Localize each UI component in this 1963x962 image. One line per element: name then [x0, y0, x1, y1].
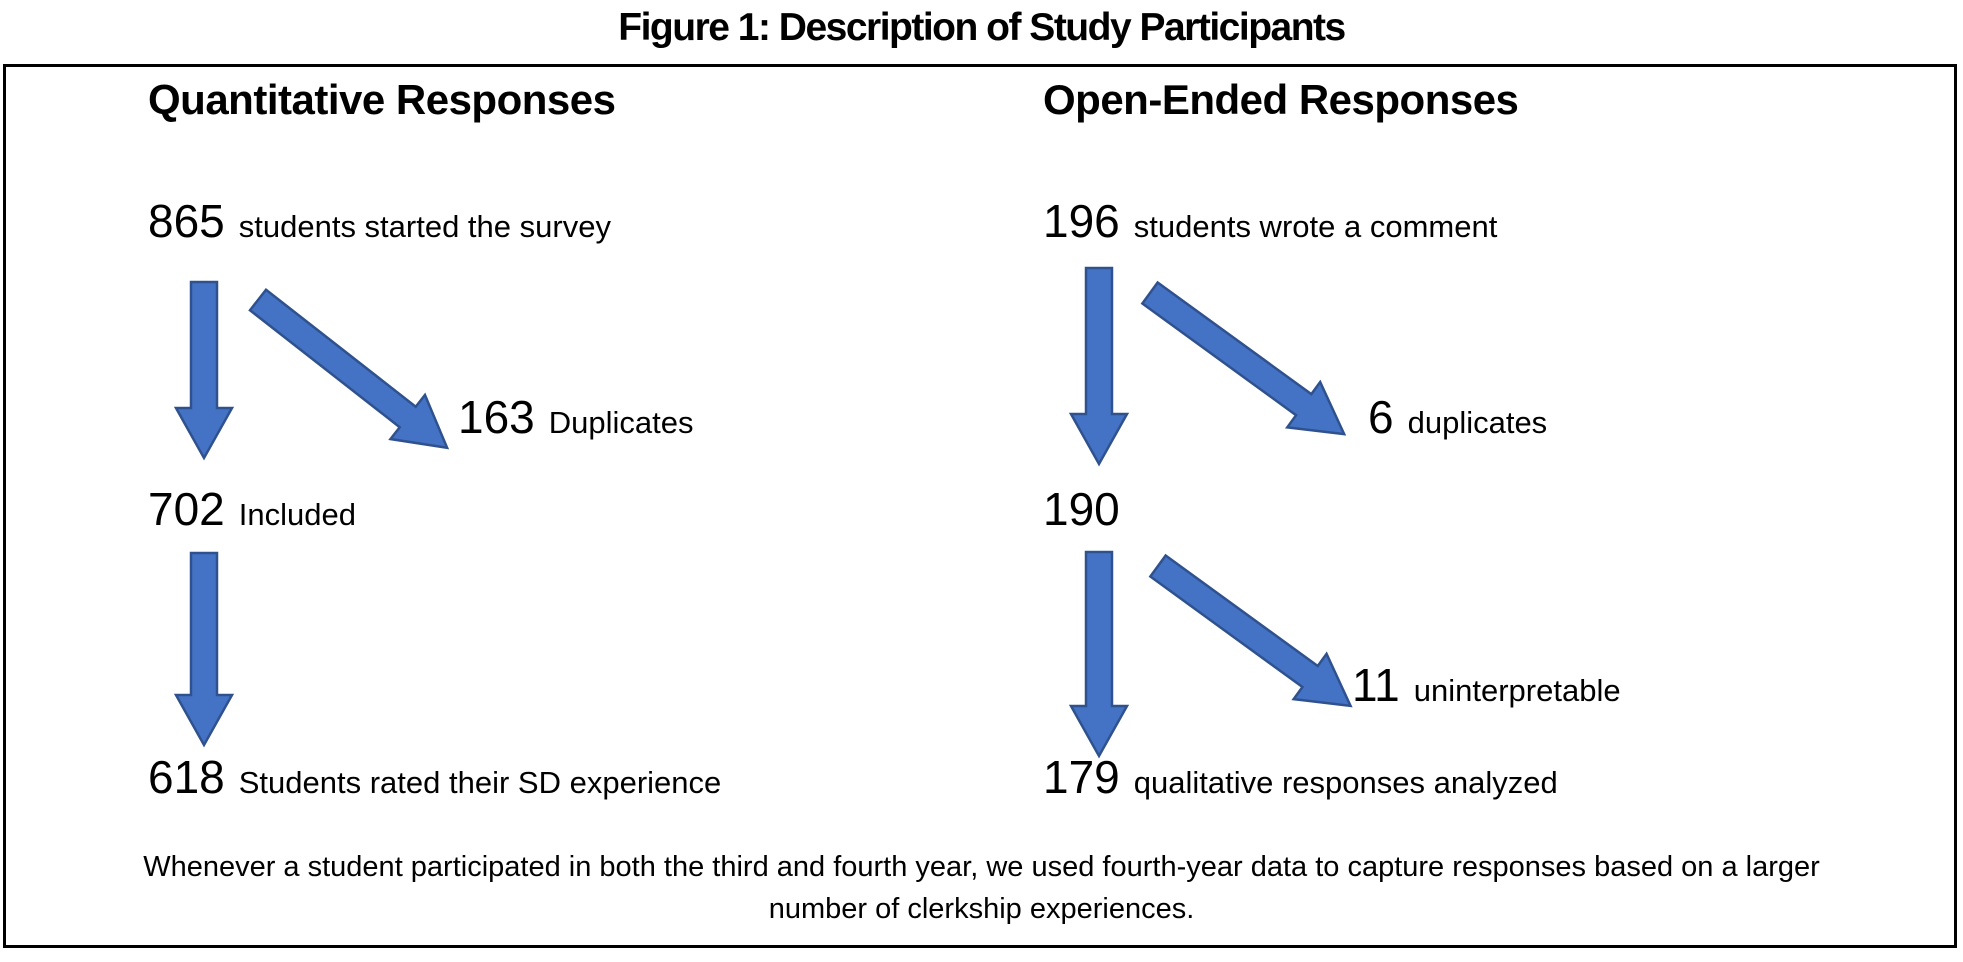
right-duplicates-label: duplicates [1407, 405, 1548, 440]
right-start-label: students wrote a comment [1133, 209, 1498, 244]
right-start-row: 196 students wrote a comment [1043, 196, 1497, 247]
left-included-count: 702 [148, 483, 225, 535]
footnote-line-1: Whenever a student participated in both … [143, 851, 1820, 883]
right-column-heading: Open-Ended Responses [1043, 76, 1519, 123]
right-duplicates-count: 6 [1368, 391, 1394, 443]
down-arrow-icon [173, 551, 235, 748]
figure-title: Figure 1: Description of Study Participa… [618, 6, 1346, 49]
left-start-row: 865 students started the survey [148, 196, 611, 247]
left-duplicates-count: 163 [458, 391, 535, 443]
right-start-count: 196 [1043, 195, 1120, 247]
right-uninterpretable-count: 11 [1352, 659, 1400, 711]
right-step-row: 190 [1043, 484, 1134, 535]
right-final-count: 179 [1043, 751, 1120, 803]
right-uninterpretable-row: 11 uninterpretable [1352, 660, 1621, 711]
diagonal-arrow-icon [248, 288, 450, 450]
right-final-row: 179 qualitative responses analyzed [1043, 752, 1558, 803]
footnote-line-2: number of clerkship experiences. [768, 893, 1195, 926]
left-included-label: Included [238, 497, 356, 532]
down-arrow-icon [1068, 266, 1130, 467]
left-start-label: students started the survey [238, 209, 611, 244]
right-step-count: 190 [1043, 483, 1120, 535]
left-duplicates-row: 163 Duplicates [458, 392, 694, 443]
left-start-count: 865 [148, 195, 225, 247]
right-uninterpretable-label: uninterpretable [1413, 673, 1621, 708]
figure-footnote: Whenever a student participated in both … [0, 846, 1963, 930]
left-final-row: 618 Students rated their SD experience [148, 752, 721, 803]
left-final-count: 618 [148, 751, 225, 803]
diagonal-arrow-icon [1140, 280, 1347, 436]
left-column-heading: Quantitative Responses [148, 76, 616, 123]
left-duplicates-label: Duplicates [548, 405, 694, 440]
left-final-label: Students rated their SD experience [238, 765, 722, 800]
right-final-label: qualitative responses analyzed [1133, 765, 1558, 800]
down-arrow-icon [173, 280, 235, 461]
down-arrow-icon [1068, 550, 1130, 759]
right-duplicates-row: 6 duplicates [1368, 392, 1547, 443]
left-included-row: 702 Included [148, 484, 356, 535]
diagonal-arrow-icon [1148, 553, 1353, 708]
